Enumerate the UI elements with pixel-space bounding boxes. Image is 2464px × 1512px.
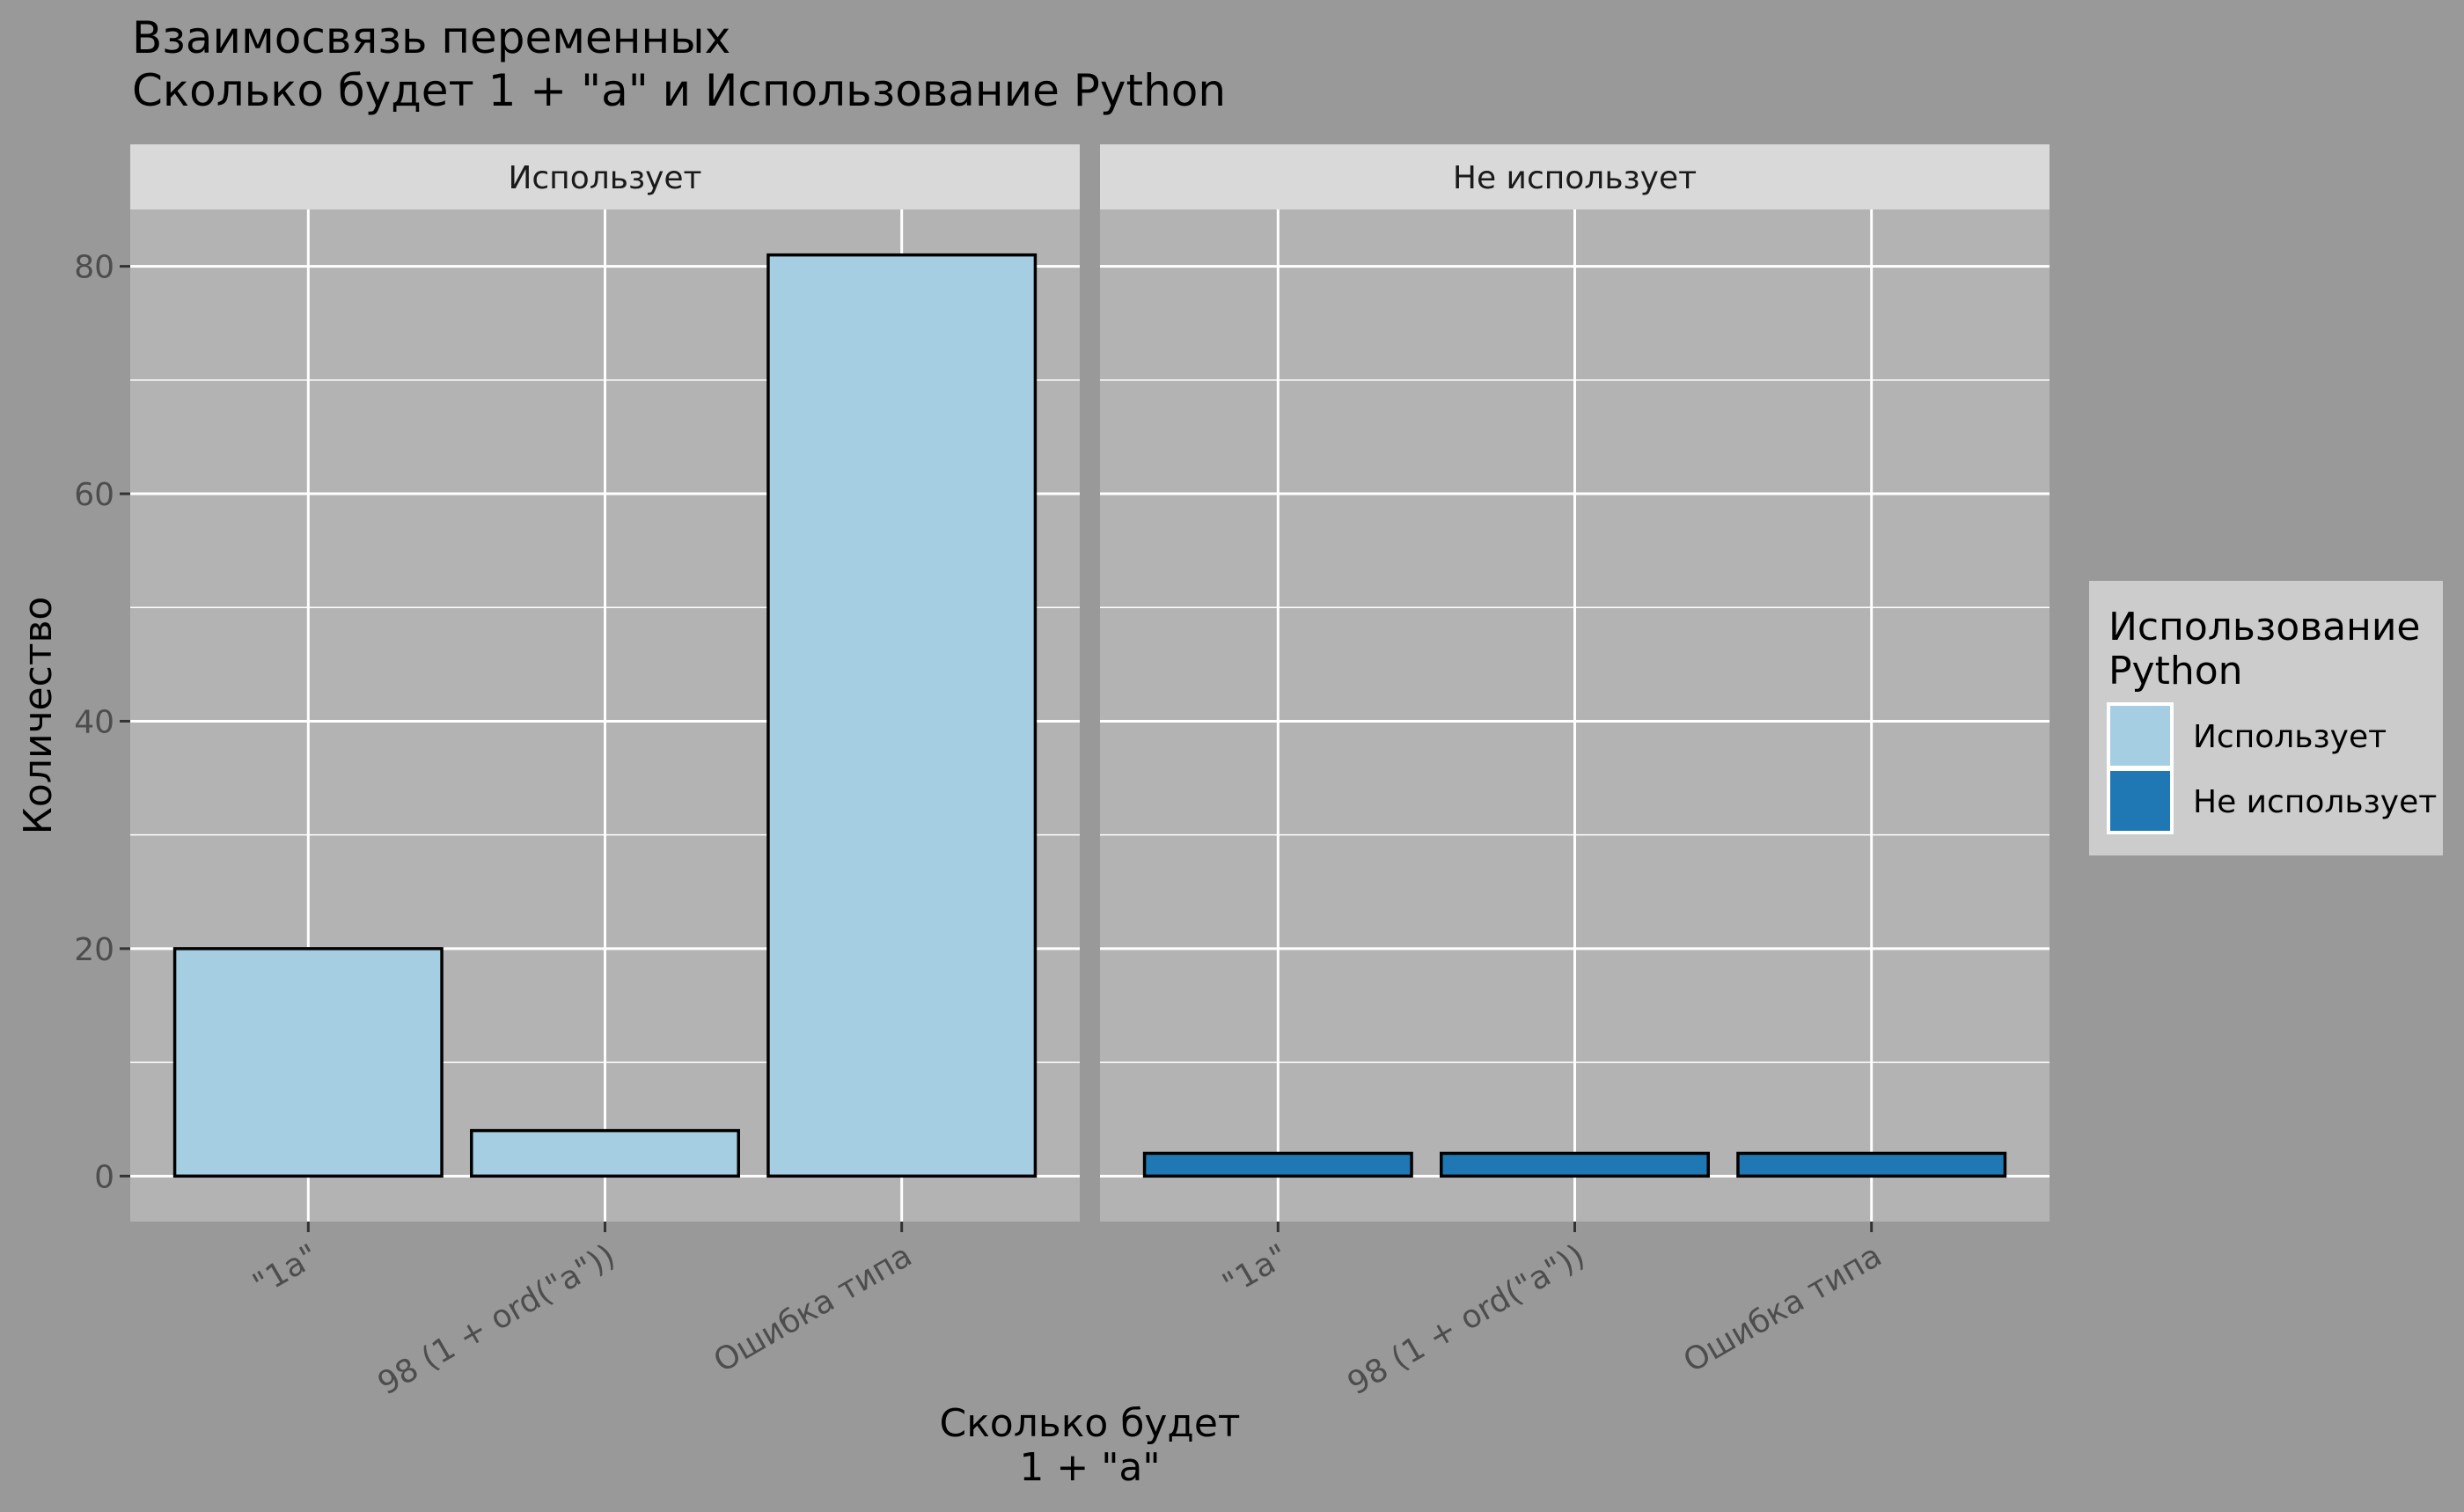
legend-swatch [2107,702,2174,769]
legend-label: Использует [2193,719,2387,755]
x-axis-title: 1 + "a" [1019,1445,1160,1490]
y-tick-label: 20 [74,932,114,968]
x-tick-label: Ошибка типа [1677,1237,1888,1380]
legend-label: Не использует [2193,784,2437,820]
facet-strip [130,144,1080,209]
facet-panel: Не использует "1a" 98 (1 + ord("a")) Ошибка… [1100,144,2050,1403]
x-tick-label: "1a" [1217,1237,1294,1303]
x-tick-label: 98 (1 + ord("a")) [372,1237,621,1402]
chart-title: Взаимосвязь переменных Сколько будет 1 +… [132,12,1226,116]
y-tick-label: 80 [74,250,114,286]
y-tick-label: 60 [74,477,114,513]
legend-title: Python [2108,649,2243,694]
y-tick-label: 40 [74,704,114,740]
x-tick-label: "1a" [247,1237,325,1303]
bar [1440,1151,1710,1178]
y-axis-title: Количество [16,597,61,835]
bar [470,1128,740,1178]
facet-strip [1100,144,2050,209]
legend-swatch [2107,767,2174,834]
bar [1736,1151,2007,1178]
x-tick-label: Ошибка типа [708,1237,918,1380]
y-tick-label: 0 [94,1159,114,1195]
bar [172,947,444,1178]
facet-strip-label: Использует [508,160,701,196]
facet-panel: Использует "1a" 98 (1 + ord("a")) Ошибка ти… [74,144,1080,1403]
facet-panels: Использует "1a" 98 (1 + ord("a")) Ошибка ти… [74,144,2050,1403]
chart-title-line: Сколько будет 1 + "a" и Использование Py… [132,65,1226,116]
x-tick-label: 98 (1 + ord("a")) [1342,1237,1591,1402]
bar [1142,1151,1413,1178]
legend-title: Использование [2108,605,2421,650]
chart-title-line: Взаимосвязь переменных [132,12,730,63]
facet-strip-label: Не использует [1453,160,1697,196]
x-axis-title: Сколько будет [939,1401,1240,1446]
bar [766,253,1038,1178]
